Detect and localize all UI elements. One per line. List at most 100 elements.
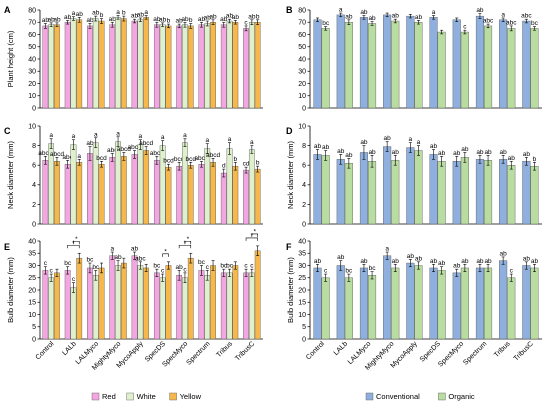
bar [226, 272, 233, 340]
bar [232, 22, 239, 109]
bar [131, 255, 138, 340]
bar [198, 164, 205, 225]
significance-letter: ab [42, 17, 50, 24]
bar [143, 150, 150, 225]
y-tick-label: 10 [298, 312, 306, 319]
y-tick-label: 6 [302, 163, 306, 170]
significance-letter: b [256, 13, 260, 20]
bar [429, 17, 438, 109]
bar [452, 272, 461, 340]
significance-letter: ab [461, 146, 469, 153]
bar [165, 265, 172, 340]
significance-letter: c [244, 263, 248, 270]
panel-label: C [4, 126, 11, 136]
bar [321, 28, 330, 109]
bar [42, 160, 49, 225]
x-tick-label: TribusC [234, 340, 256, 362]
bar [92, 18, 99, 109]
significance-letter: abc [483, 18, 494, 25]
bar [414, 150, 423, 225]
significance-letter: ab [314, 143, 322, 150]
significance-letter: ab [438, 150, 446, 157]
significance-letter: ab [531, 258, 539, 265]
legend-swatch [91, 392, 100, 401]
y-tick-label: 10 [28, 93, 36, 100]
bar [76, 257, 83, 340]
significance-letter: ab [430, 258, 438, 265]
significance-letter: b [234, 156, 238, 163]
panel-label: A [4, 5, 11, 15]
bar [87, 25, 93, 109]
significance-letter: ab [360, 9, 368, 16]
significance-letter: ab [204, 15, 212, 22]
bar [220, 172, 227, 225]
significance-letter: b [256, 160, 260, 167]
panel-label: B [286, 5, 293, 15]
bar [243, 28, 249, 109]
significance-letter: ab [220, 16, 228, 23]
legend-label: Conventional [376, 392, 420, 401]
bar [414, 22, 423, 109]
significance-letter: c [183, 266, 187, 273]
significance-letter: ab [76, 11, 84, 18]
y-tick-label: 70 [298, 20, 306, 27]
significance-letter: a [409, 136, 413, 143]
bar [165, 166, 172, 225]
significance-letter: a [110, 246, 114, 253]
bar [210, 22, 216, 109]
panel-label: D [286, 126, 293, 136]
significance-letter: ab [226, 13, 234, 20]
significance-letter: ab [232, 14, 240, 21]
significance-letter: ab [114, 254, 122, 261]
significance-letter: b [167, 18, 171, 25]
bar [248, 22, 255, 109]
y-tick-label: 40 [298, 56, 306, 63]
bar [143, 267, 150, 340]
bar [87, 153, 93, 225]
bar [336, 14, 345, 109]
significance-asterisk: * [164, 248, 167, 255]
bar [484, 267, 493, 340]
bar [48, 277, 55, 340]
significance-bracket [67, 244, 80, 249]
bar [137, 144, 144, 225]
y-tick-label: 10 [28, 312, 36, 319]
bar [87, 267, 93, 340]
bar [198, 24, 205, 109]
bar [48, 24, 55, 109]
significance-letter: ab [337, 148, 345, 155]
significance-letter: ab [86, 140, 94, 147]
legend-swatch [365, 392, 374, 401]
bar [484, 25, 493, 109]
bar [232, 165, 239, 225]
significance-letter: ab [407, 253, 415, 260]
bar [359, 17, 368, 109]
bar [460, 157, 469, 225]
y-tick-label: 10 [28, 123, 36, 130]
bar [64, 164, 71, 225]
bar [176, 25, 183, 109]
bar [92, 275, 99, 340]
bar [54, 24, 60, 109]
bar [460, 267, 469, 340]
x-tick-label: Spectrum [186, 340, 212, 366]
significance-letter: abcd [194, 155, 208, 162]
y-axis-title: Bulb diameter (mm) [6, 257, 15, 323]
bar [452, 19, 461, 109]
y-tick-label: 15 [298, 300, 306, 307]
bar [176, 165, 183, 225]
bar [414, 265, 423, 340]
bar [232, 265, 239, 340]
bar [507, 28, 516, 109]
significance-letter: c [72, 276, 76, 283]
significance-letter: c [44, 260, 48, 267]
x-tick-label: Tribus [215, 340, 234, 359]
bar [54, 161, 60, 225]
bar [344, 163, 353, 225]
significance-letter: b [189, 17, 193, 24]
bar [115, 141, 121, 225]
significance-letter: a [94, 131, 98, 138]
significance-asterisk: * [253, 228, 256, 235]
